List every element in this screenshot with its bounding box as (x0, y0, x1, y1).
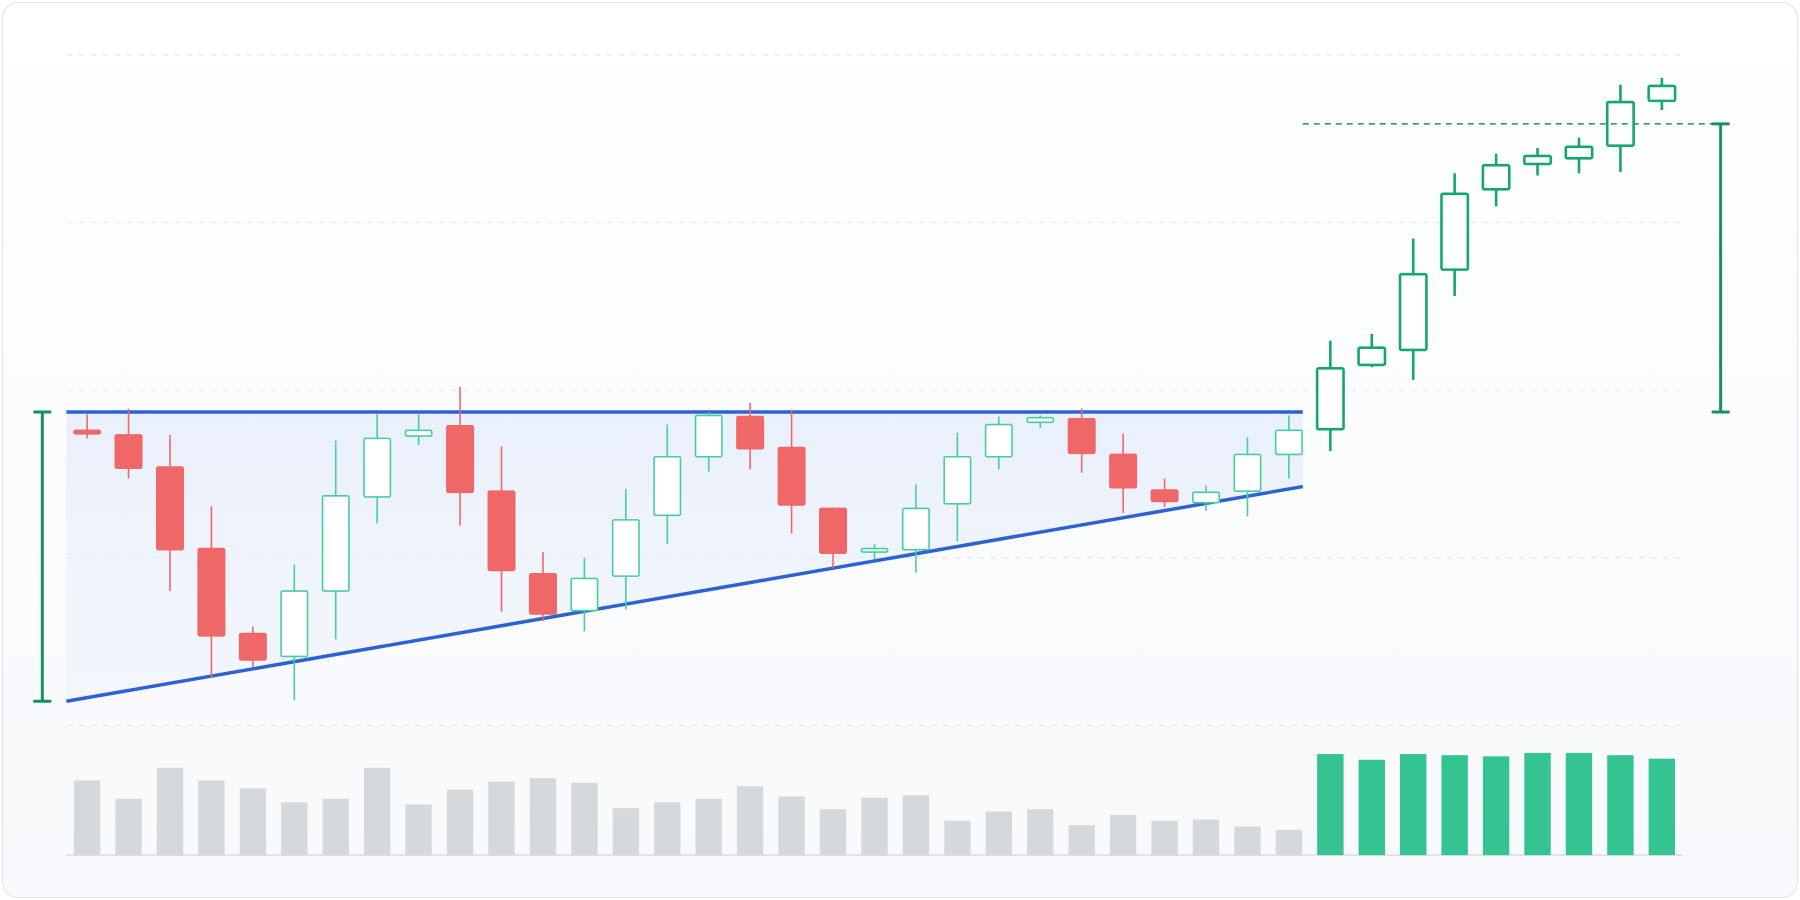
candle-body (819, 507, 848, 554)
volume-bar (902, 795, 930, 856)
volume-bar (529, 778, 557, 856)
volume-bar (1109, 814, 1137, 856)
candle-body (363, 437, 392, 498)
volume-bar (488, 781, 515, 856)
volume-bar (1234, 826, 1261, 856)
volume-bar (571, 782, 598, 856)
candle-body (1315, 367, 1345, 431)
volume-bar (1565, 752, 1593, 856)
candle-body (487, 490, 516, 572)
candle-body (1481, 163, 1511, 191)
volume-bar (736, 786, 764, 856)
candle-body (901, 507, 930, 551)
candle-body (238, 632, 267, 661)
volume-bar (695, 798, 722, 856)
candle-body (446, 424, 475, 494)
candle-body (943, 455, 972, 505)
candle-body (570, 577, 599, 612)
candle-body (280, 590, 309, 658)
volume-bar (73, 780, 101, 856)
volume-bar (363, 767, 391, 856)
candle-body (611, 519, 640, 577)
volume-bar (612, 808, 640, 856)
candle-body (984, 423, 1013, 458)
candle-body (114, 434, 143, 470)
volume-bar (1607, 755, 1634, 856)
volume-bar (1482, 756, 1510, 856)
volume-bar (115, 798, 142, 856)
candle-body (1398, 272, 1428, 352)
volume-bar (1317, 754, 1344, 856)
chart (33, 54, 1731, 856)
volume-bar (1192, 819, 1220, 856)
candle-body (736, 415, 765, 450)
candle-body (1192, 491, 1221, 504)
volume-bar (1441, 755, 1468, 856)
volume-bar (1524, 752, 1551, 856)
candle-body (860, 547, 889, 553)
volume-bar (1027, 809, 1054, 856)
volume-bar (198, 780, 225, 856)
candle-body (1067, 418, 1096, 455)
candle-body (1357, 346, 1387, 367)
candle-body (1150, 489, 1179, 503)
candle-body (155, 466, 184, 551)
candle-body (694, 414, 723, 458)
volume-bar (654, 802, 681, 856)
volume-bar (1275, 829, 1303, 856)
volume-bar (322, 798, 349, 856)
volume-bar (1068, 825, 1095, 856)
support-line (66, 484, 1304, 703)
candle-body (777, 446, 806, 506)
volume-bar (1648, 758, 1676, 856)
volume-bar (985, 811, 1013, 856)
candle-body (321, 494, 350, 592)
volume-bar (778, 796, 805, 856)
volume-bar (819, 809, 847, 856)
candle-body (1233, 453, 1262, 492)
volume-bar (156, 767, 184, 856)
volume-bar (446, 789, 474, 856)
candle-body (1647, 84, 1677, 103)
volume-bar (861, 797, 888, 856)
volume-bar (405, 804, 432, 856)
candle-body (197, 547, 226, 637)
candle-body (1026, 416, 1055, 424)
volume-bar (281, 802, 308, 856)
candle-body (1523, 154, 1553, 166)
candle-body (1440, 192, 1470, 271)
candle-body (1274, 429, 1303, 456)
candle-body (73, 429, 102, 435)
candle-body (404, 429, 433, 437)
candle-body (1564, 145, 1594, 160)
volume-bar (1151, 820, 1178, 856)
volume-bar (944, 820, 971, 856)
volume-bar (239, 788, 267, 856)
candle-body (653, 455, 682, 517)
volume-bar (1400, 754, 1427, 856)
candle-body (528, 573, 557, 615)
volume-bar (1358, 759, 1385, 856)
candle-body (1109, 453, 1138, 489)
